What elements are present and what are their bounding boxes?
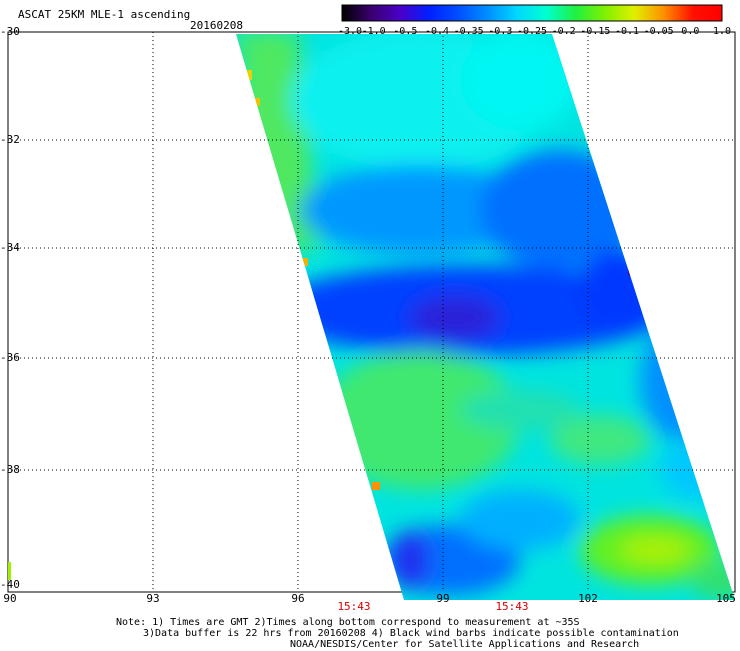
y-tick-label: -32 bbox=[0, 133, 20, 146]
y-tick-label: -30 bbox=[0, 25, 20, 38]
x-tick-label: 99 bbox=[436, 592, 450, 605]
colorbar-label: -0.2 bbox=[551, 26, 576, 37]
colorbar-label: -3.0 bbox=[337, 26, 363, 37]
colorbar-label: -0.4 bbox=[424, 26, 450, 37]
y-tick-label: -36 bbox=[0, 351, 20, 364]
colorbar-label: -0.35 bbox=[453, 26, 484, 37]
map-date: 20160208 bbox=[190, 19, 243, 32]
map-title: ASCAT 25KM MLE-1 ascending bbox=[18, 8, 191, 21]
colorbar-label: -0.5 bbox=[393, 26, 418, 37]
colorbar bbox=[341, 4, 723, 22]
colorbar-ramp bbox=[341, 4, 723, 22]
colorbar-label: 0.0 bbox=[681, 26, 700, 37]
wind-swath bbox=[236, 34, 735, 600]
y-tick-label: -34 bbox=[0, 241, 20, 254]
y-tick-label: -38 bbox=[0, 463, 20, 476]
x-tick-label: 105 bbox=[716, 592, 736, 605]
note-line-1: Note: 1) Times are GMT 2)Times along bot… bbox=[116, 617, 580, 628]
colorbar-label: 1.0 bbox=[712, 26, 732, 37]
x-tick-label: 102 bbox=[578, 592, 598, 605]
time-label: 15:43 bbox=[495, 600, 529, 613]
colorbar-label: -0.1 bbox=[614, 26, 640, 37]
y-tick-label: -40 bbox=[0, 578, 20, 591]
colorbar-label: -1.0 bbox=[361, 26, 386, 37]
gridlines bbox=[8, 32, 735, 592]
x-tick-label: 96 bbox=[291, 592, 305, 605]
note-line-2: 3)Data buffer is 22 hrs from 20160208 4)… bbox=[143, 628, 679, 639]
time-label: 15:43 bbox=[337, 600, 371, 613]
colorbar-label: -0.25 bbox=[516, 26, 548, 37]
x-tick-label: 93 bbox=[146, 592, 160, 605]
colorbar-label: -0.05 bbox=[643, 26, 674, 37]
plot-frame bbox=[7, 31, 736, 593]
note-line-3: NOAA/NESDIS/Center for Satellite Applica… bbox=[290, 639, 640, 650]
x-tick-label: 90 bbox=[3, 592, 17, 605]
colorbar-label: -0.15 bbox=[580, 26, 611, 37]
colorbar-label: -0.3 bbox=[488, 26, 513, 37]
